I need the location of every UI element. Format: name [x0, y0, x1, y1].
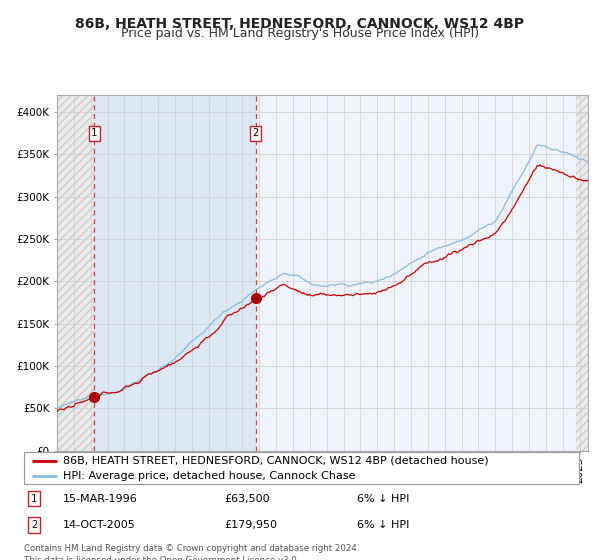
Text: 86B, HEATH STREET, HEDNESFORD, CANNOCK, WS12 4BP: 86B, HEATH STREET, HEDNESFORD, CANNOCK, … — [76, 17, 524, 31]
Text: Contains HM Land Registry data © Crown copyright and database right 2024.
This d: Contains HM Land Registry data © Crown c… — [24, 544, 359, 560]
Text: £63,500: £63,500 — [224, 494, 269, 503]
Bar — [57, 95, 94, 451]
Text: Price paid vs. HM Land Registry's House Price Index (HPI): Price paid vs. HM Land Registry's House … — [121, 27, 479, 40]
Text: 2: 2 — [253, 128, 259, 138]
Bar — [94, 95, 256, 451]
Text: 6% ↓ HPI: 6% ↓ HPI — [357, 520, 409, 530]
Text: 1: 1 — [31, 494, 37, 503]
Text: 6% ↓ HPI: 6% ↓ HPI — [357, 494, 409, 503]
Text: 1: 1 — [91, 128, 97, 138]
Text: 2: 2 — [31, 520, 37, 530]
Text: 15-MAR-1996: 15-MAR-1996 — [63, 494, 137, 503]
Bar — [576, 95, 588, 451]
Text: 86B, HEATH STREET, HEDNESFORD, CANNOCK, WS12 4BP (detached house): 86B, HEATH STREET, HEDNESFORD, CANNOCK, … — [63, 456, 488, 466]
Text: HPI: Average price, detached house, Cannock Chase: HPI: Average price, detached house, Cann… — [63, 472, 355, 481]
Text: £179,950: £179,950 — [224, 520, 277, 530]
Text: 14-OCT-2005: 14-OCT-2005 — [63, 520, 136, 530]
